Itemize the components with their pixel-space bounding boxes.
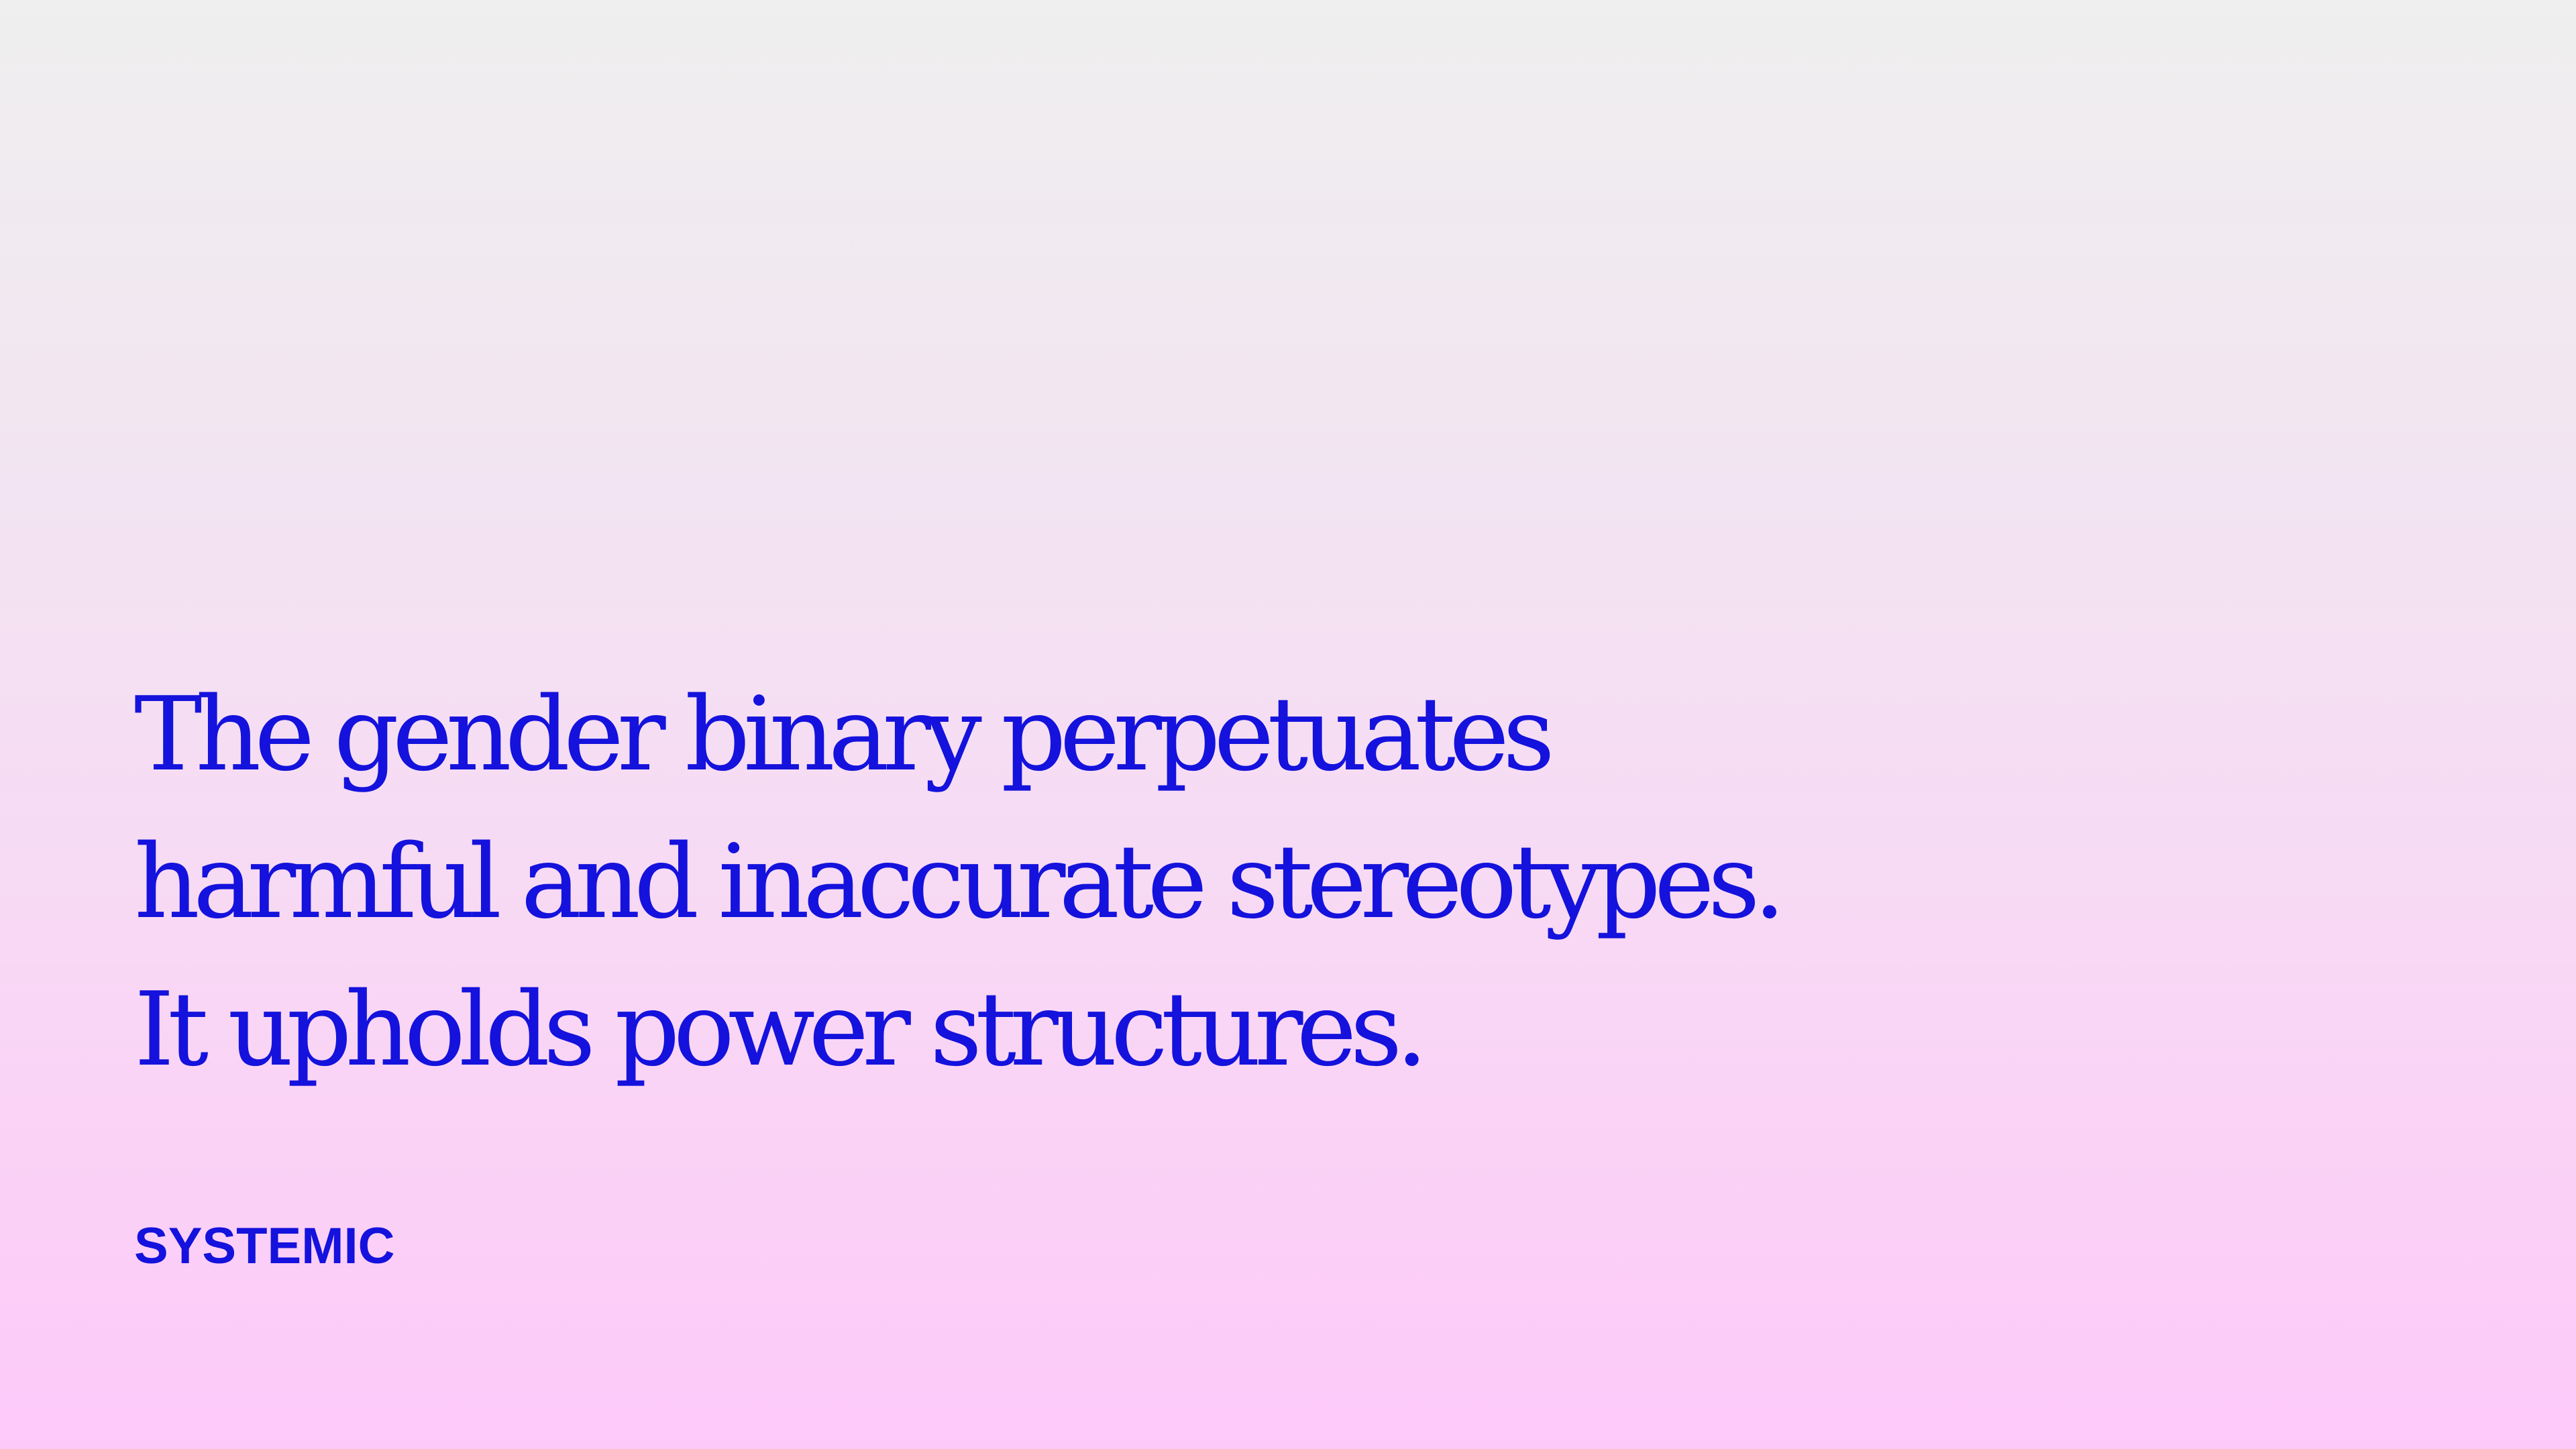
- statement-text: The gender binary perpetuates harmful an…: [134, 661, 1878, 1104]
- statement-line: It upholds power structures.: [134, 970, 1428, 1089]
- statement-line: harmful and inaccurate stereotypes.: [134, 822, 1786, 941]
- statement-line: The gender binary perpetuates: [134, 675, 1555, 794]
- category-tag: SYSTEMIC: [134, 1218, 395, 1275]
